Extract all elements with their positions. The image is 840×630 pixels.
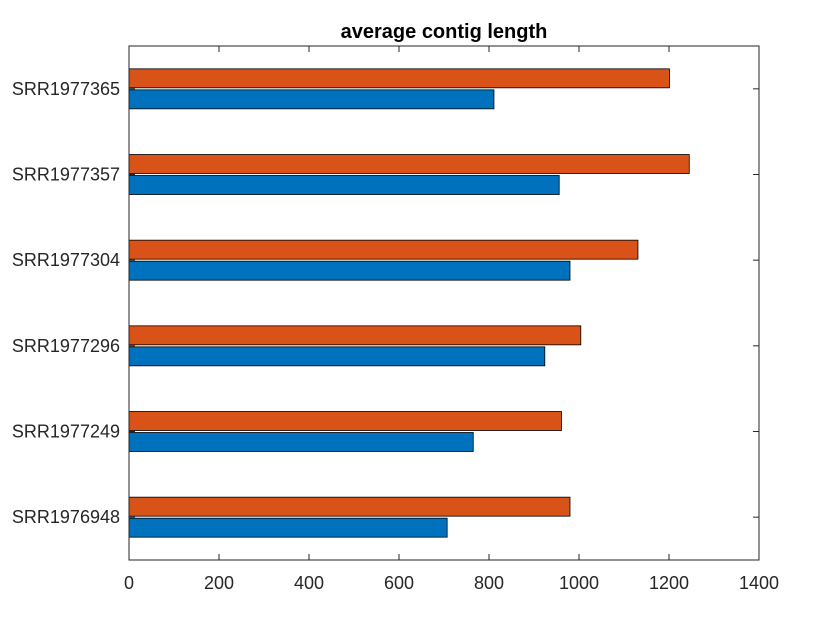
x-tick-label: 400: [294, 573, 324, 593]
y-category-label: SRR1977304: [12, 250, 120, 270]
plot-border: [128, 45, 760, 561]
x-tick-label: 800: [474, 573, 504, 593]
bar-series2-SRR1977249: [128, 411, 562, 431]
y-category-label: SRR1977249: [12, 422, 120, 442]
bars-layer: [128, 68, 690, 538]
bar-series1-SRR1977249: [128, 432, 474, 452]
bar-series2-SRR1977357: [128, 154, 690, 174]
y-category-label: SRR1977357: [12, 165, 120, 185]
axes-frame: [128, 45, 760, 561]
bar-series1-SRR1977296: [128, 346, 546, 367]
x-tick-label: 200: [204, 573, 234, 593]
x-tick-label: 0: [124, 573, 134, 593]
x-axis-ticks: 0 200 400 600 800 1000 1200 1400: [124, 46, 779, 593]
y-category-label: SRR1976948: [12, 507, 120, 527]
bar-series1-SRR1977357: [128, 175, 560, 195]
bar-series1-SRR1977304: [128, 260, 571, 281]
y-category-label: SRR1977365: [12, 79, 120, 99]
x-tick-label: 1200: [649, 573, 689, 593]
chart-title: average contig length: [341, 21, 548, 43]
x-tick-label: 600: [384, 573, 414, 593]
bar-series2-SRR1976948: [128, 496, 571, 517]
bar-series1-SRR1977365: [128, 89, 495, 110]
y-axis-ticks: SRR1976948 SRR1977249 SRR1977296 SRR1977304…: [12, 79, 759, 527]
bar-series2-SRR1977296: [128, 325, 582, 346]
x-tick-label: 1400: [739, 573, 779, 593]
bar-series1-SRR1976948: [128, 517, 448, 538]
y-category-label: SRR1977296: [12, 336, 120, 356]
bar-series2-SRR1977365: [128, 68, 670, 89]
x-tick-label: 1000: [559, 573, 599, 593]
bar-series2-SRR1977304: [128, 239, 639, 260]
